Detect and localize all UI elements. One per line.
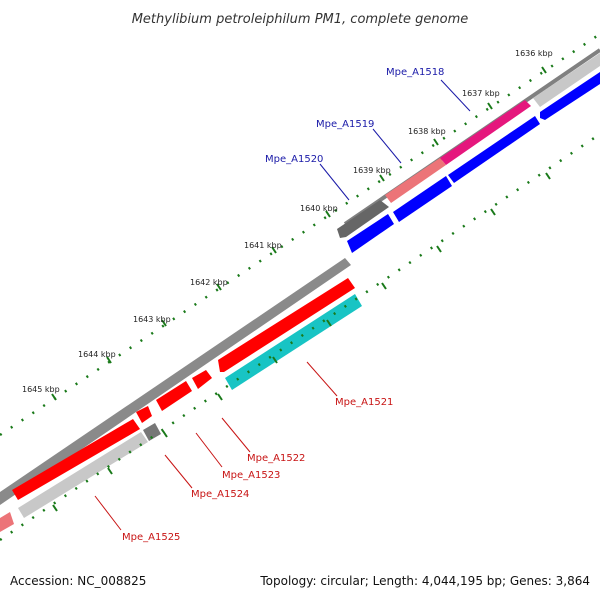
tick-labels: 1636 kbp 1637 kbp 1638 kbp 1639 kbp 1640… (22, 49, 553, 394)
gene-lightgray-long[interactable] (18, 432, 148, 518)
gene-labels-red: Mpe_A1521 Mpe_A1522 Mpe_A1523 Mpe_A1524 … (94, 361, 393, 543)
gene-mpe-a1522[interactable] (218, 278, 355, 372)
gene-reverse-3[interactable] (393, 176, 452, 222)
label-mpe-a1521[interactable]: Mpe_A1521 (335, 397, 393, 408)
gene-mpe-a1523-b[interactable] (156, 381, 192, 411)
gene-mpe-a1520[interactable] (337, 200, 389, 238)
gene-reverse-1[interactable] (540, 72, 600, 120)
gene-labels-blue: Mpe_A1518 Mpe_A1519 Mpe_A1520 (265, 67, 471, 201)
map-title: Methylibium petroleiphilum PM1, complete… (132, 12, 469, 27)
label-mpe-a1525[interactable]: Mpe_A1525 (122, 532, 180, 543)
genome-summary-text: Topology: circular; Length: 4,044,195 bp… (259, 574, 590, 588)
tick-label-1640: 1640 kbp (300, 204, 338, 213)
gene-mpe-a1521[interactable] (225, 294, 362, 390)
gene-reverse-4[interactable] (347, 214, 394, 253)
backbone-upper-light (0, 53, 600, 505)
gene-gray-small[interactable] (143, 423, 161, 441)
reverse-genes (18, 72, 600, 518)
gene-mpe-a1523[interactable] (192, 370, 212, 389)
tick-label-1636: 1636 kbp (515, 49, 553, 58)
tick-label-1643: 1643 kbp (133, 315, 171, 324)
gene-mpe-a1518[interactable] (440, 100, 531, 165)
label-mpe-a1518[interactable]: Mpe_A1518 (386, 67, 444, 78)
label-mpe-a1524[interactable]: Mpe_A1524 (191, 489, 249, 500)
tick-label-1644: 1644 kbp (78, 350, 116, 359)
label-mpe-a1522[interactable]: Mpe_A1522 (247, 453, 305, 464)
label-mpe-a1523[interactable]: Mpe_A1523 (222, 470, 280, 481)
outer-tick-ring (0, 32, 600, 437)
gene-mpe-a1519[interactable] (385, 158, 446, 203)
label-mpe-a1520[interactable]: Mpe_A1520 (265, 154, 323, 165)
gene-mpe-a1524[interactable] (136, 406, 152, 423)
accession-text: Accession: NC_008825 (10, 574, 146, 588)
tick-label-1642: 1642 kbp (190, 278, 228, 287)
gene-mpe-a1525[interactable] (12, 419, 140, 500)
major-ticks-upper (51, 66, 547, 401)
tick-label-1641: 1641 kbp (244, 241, 282, 250)
tick-label-1637: 1637 kbp (462, 89, 500, 98)
tick-label-1638: 1638 kbp (408, 127, 446, 136)
gene-left-edge[interactable] (0, 512, 14, 532)
gene-reverse-2[interactable] (448, 116, 540, 183)
label-mpe-a1519[interactable]: Mpe_A1519 (316, 119, 374, 130)
forward-genes (0, 100, 531, 532)
tick-label-1645: 1645 kbp (22, 385, 60, 394)
major-ticks-lower (52, 172, 551, 512)
tick-label-1639: 1639 kbp (353, 166, 391, 175)
